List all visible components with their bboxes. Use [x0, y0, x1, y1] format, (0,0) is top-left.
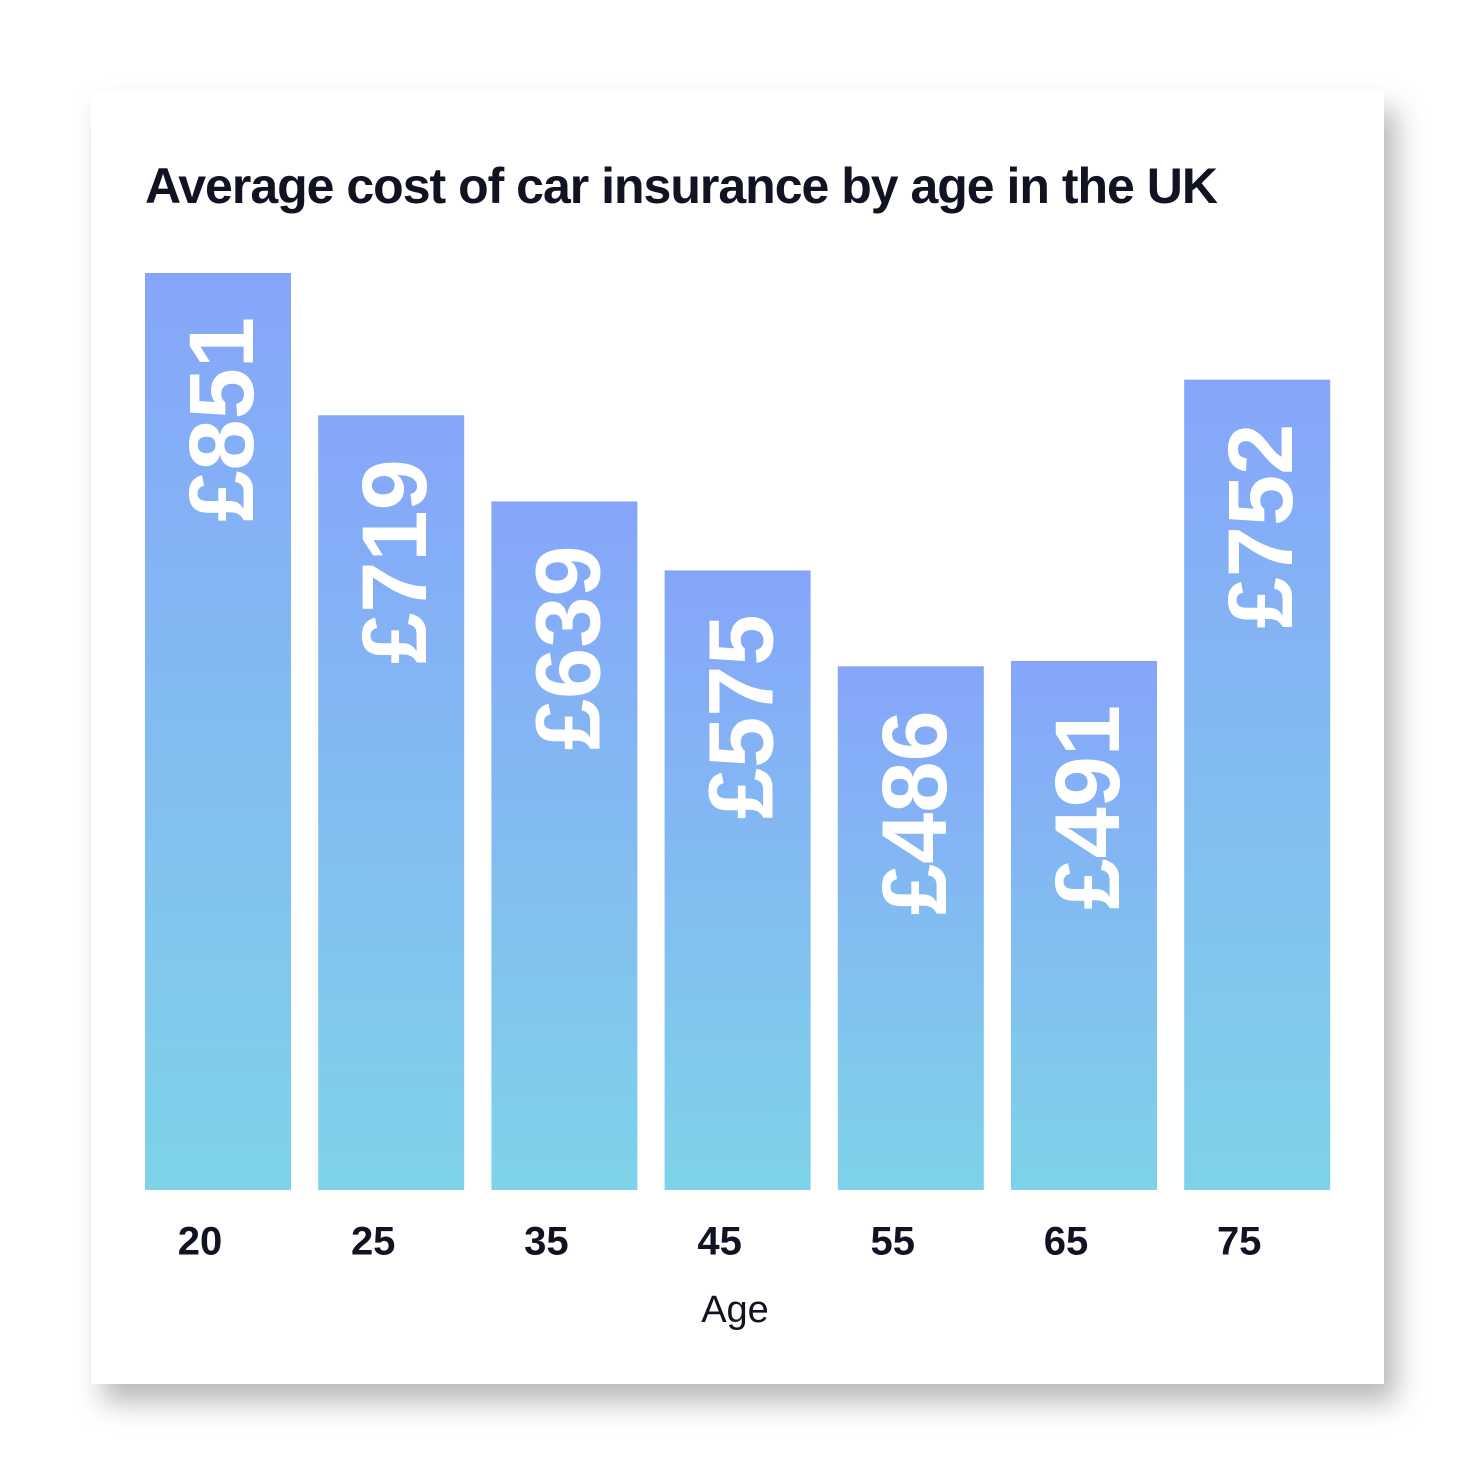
- x-tick-label: 45: [697, 1220, 742, 1264]
- value-label: £851: [171, 317, 273, 522]
- value-label: £491: [1037, 705, 1139, 910]
- bar: [1184, 379, 1331, 1190]
- x-tick-label: 75: [1217, 1220, 1262, 1264]
- x-tick-label: 25: [351, 1220, 396, 1264]
- chart-title: Average cost of car insurance by age in …: [145, 158, 1218, 214]
- value-label: £639: [517, 545, 619, 750]
- bar: [664, 570, 811, 1190]
- x-tick-label: 20: [178, 1220, 223, 1264]
- bar: [1011, 660, 1157, 1190]
- value-label: £575: [691, 614, 793, 819]
- bar: [318, 415, 465, 1190]
- bar: [145, 273, 291, 1190]
- bar: [491, 501, 638, 1190]
- value-label: £719: [344, 459, 446, 664]
- value-label: £752: [1210, 424, 1312, 629]
- x-tick-label: 35: [524, 1220, 569, 1264]
- x-tick-label: 55: [871, 1220, 916, 1264]
- x-tick-label: 65: [1044, 1220, 1089, 1264]
- x-axis-label: Age: [701, 1289, 769, 1331]
- value-label: £486: [864, 710, 966, 915]
- bar: [837, 666, 984, 1190]
